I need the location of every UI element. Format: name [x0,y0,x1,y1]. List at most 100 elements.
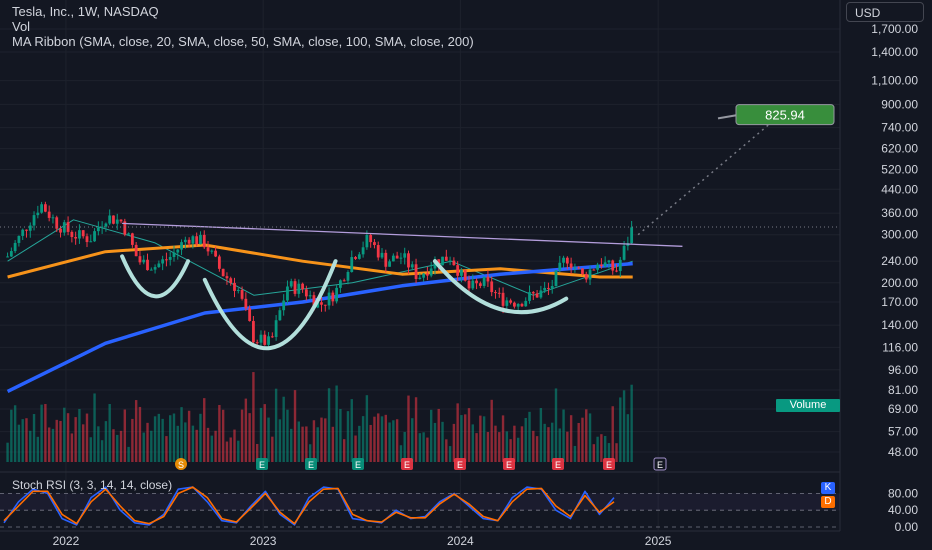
candle-body [301,283,304,290]
candle-body [248,308,252,322]
volume-bar [305,426,308,462]
volume-bar [271,436,274,462]
volume-bar [422,432,425,462]
candle-body [221,268,225,277]
candle-body [289,281,293,287]
volume-bars [6,372,633,462]
candle-body [78,230,81,239]
volume-bar [513,425,516,462]
volume-bar [40,404,43,462]
candle-body [350,257,354,273]
volume-bar [373,416,376,462]
volume-bar [342,439,346,462]
event-marker [175,458,187,470]
candle-body [384,252,388,267]
volume-bar [29,430,32,462]
candle-body [535,293,539,298]
candle-body [357,254,361,259]
candle-body [335,287,339,302]
volume-bar [505,431,509,462]
volume-bar [630,384,633,462]
candle-body [123,221,127,235]
candle-body [569,263,573,268]
volume-bar [100,440,104,462]
candle-body [547,287,550,289]
volume-bar [259,407,263,462]
candle-body [134,244,138,257]
volume-bar [596,436,599,462]
candle-body [165,259,168,261]
candle-body [380,252,384,258]
candle-body [361,247,365,255]
event-marker [653,457,667,471]
pattern-curve [202,259,338,351]
candle-body [603,262,607,267]
candle-body [475,280,478,284]
price-axis: 1,700.00 1,400.00 1,100.00 900.00 740.00 620.… [871,22,918,459]
pattern-curve [432,259,569,315]
volume-bar [210,435,214,462]
symbol-title[interactable]: Tesla, Inc., 1W, NASDAQ [12,4,159,19]
candle-body [244,298,248,309]
volume-bar [282,396,285,462]
volume-bar [335,385,338,462]
candle-body [584,273,588,280]
price-tick-label: 48.00 [888,445,918,459]
volume-bar [47,427,51,462]
candle-body [444,256,448,261]
stoch-tick-label: 40.00 [888,503,918,517]
candle-body [119,219,123,222]
candle-body [40,204,44,213]
stoch-rsi-legend[interactable]: Stoch RSI (3, 3, 14, 14, close) [12,478,173,492]
candle-body [85,236,89,243]
volume-bar [566,431,569,462]
price-tick-label: 440.00 [881,182,918,196]
price-tick-label: 57.00 [888,425,918,439]
candle-body [36,212,40,216]
volume-bar [414,397,418,462]
price-tick-label: 240.00 [881,254,918,268]
currency-selector[interactable]: USD [846,2,924,22]
volume-bar [199,413,202,462]
volume-bar [377,413,380,462]
candle-body [505,300,509,306]
volume-bar [467,408,471,462]
volume-bar [320,417,323,462]
candles [6,201,634,349]
candle-body [70,231,74,238]
volume-bar [255,443,259,462]
candle-body [93,231,96,242]
ma-ribbon-legend[interactable]: MA Ribbon (SMA, close, 20, SMA, close, 5… [12,34,474,49]
candle-body [524,300,528,307]
volume-bar [206,427,210,462]
stoch-rsi-pane: 80.00 40.00 0.00 [0,486,918,534]
volume-bar [150,430,153,462]
event-marker-label: E [355,460,361,470]
candle-body [516,303,520,307]
event-marker [401,458,413,470]
candle-body [490,281,494,293]
price-tick-label: 520.00 [881,162,918,176]
candle-body [304,289,308,297]
event-marker-label: E [606,460,612,470]
volume-bar [59,420,62,462]
ma-line-sma-200 [6,261,633,393]
volume-bar [539,408,543,462]
volume-bar [187,410,191,462]
volume-bar [85,413,89,462]
candle-body [512,302,516,307]
candle-body [172,252,176,258]
candle-body [115,219,119,224]
volume-bar [501,415,505,462]
volume-legend[interactable]: Vol [12,19,31,34]
candle-body [214,250,217,257]
volume-bar [229,437,232,462]
candle-body [108,215,112,224]
volume-bar [195,429,198,462]
price-tick-label: 620.00 [881,142,918,156]
volume-bar [445,439,448,462]
candle-body [399,257,403,259]
candle-body [509,300,513,303]
volume-bar [10,409,13,462]
